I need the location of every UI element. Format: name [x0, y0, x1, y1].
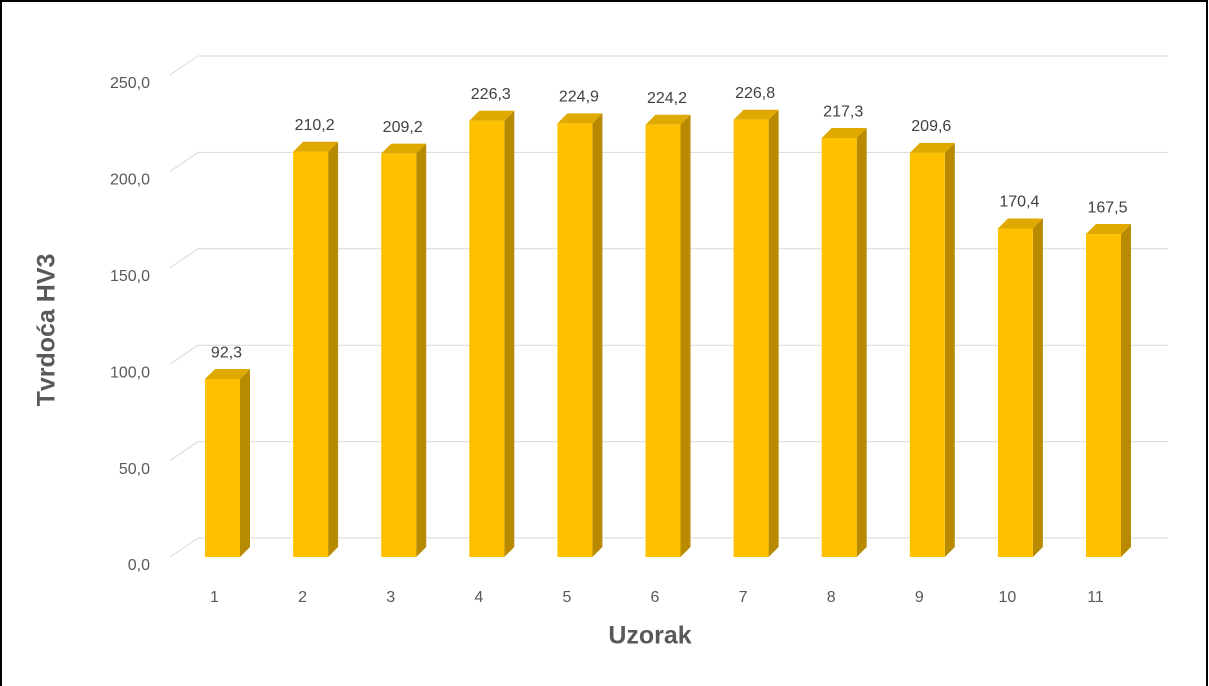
bar-top: [469, 110, 515, 121]
x-tick-label: 9: [915, 589, 924, 606]
y-tick-label: 150,0: [110, 268, 150, 285]
bar-top: [997, 218, 1043, 229]
x-tick-label: 1: [210, 589, 219, 606]
bar-side: [1032, 218, 1043, 557]
x-tick-label: 10: [999, 589, 1017, 606]
grid-line: [169, 344, 199, 365]
grid-line: [169, 55, 199, 76]
value-label: 224,9: [559, 89, 599, 106]
bar: [381, 153, 417, 557]
bar-top: [381, 143, 427, 154]
bar-top: [733, 109, 779, 120]
x-tick-label: 6: [651, 589, 660, 606]
value-label: 170,4: [999, 194, 1039, 211]
bar-top: [909, 142, 955, 153]
bar: [821, 138, 857, 557]
x-tick-label: 4: [474, 589, 483, 606]
bar-side: [856, 128, 867, 557]
y-tick-label: 100,0: [110, 364, 150, 381]
bar: [909, 152, 945, 557]
value-label: 226,8: [735, 85, 775, 102]
value-label: 217,3: [823, 103, 863, 120]
value-label: 224,2: [647, 90, 687, 107]
bar: [997, 228, 1033, 557]
grid-line: [169, 248, 199, 269]
value-label: 210,2: [295, 117, 335, 134]
x-tick-label: 2: [298, 589, 307, 606]
bar-side: [328, 141, 339, 557]
value-label: 92,3: [211, 344, 242, 361]
bar-side: [944, 142, 955, 557]
bar: [733, 119, 769, 557]
y-tick-label: 250,0: [110, 75, 150, 92]
bar-side: [592, 113, 603, 558]
bar: [557, 123, 593, 558]
bar-top: [645, 114, 691, 125]
bar-side: [416, 143, 427, 557]
value-label: 167,5: [1087, 199, 1127, 216]
y-tick-label: 0,0: [128, 557, 150, 574]
x-tick-label: 5: [562, 589, 571, 606]
y-tick-label: 50,0: [119, 461, 150, 478]
y-axis-label: Tvrdoća HV3: [33, 254, 61, 407]
bar: [293, 151, 329, 557]
bar-side: [768, 109, 779, 557]
bar: [645, 124, 681, 557]
bar-side: [680, 114, 691, 557]
x-tick-label: 3: [386, 589, 395, 606]
grid-line: [169, 537, 199, 558]
value-label: 209,6: [911, 118, 951, 135]
bar-side: [240, 369, 250, 557]
bar-top: [205, 369, 250, 380]
bar: [205, 379, 240, 557]
bar-top: [1086, 224, 1131, 235]
x-tick-label: 7: [739, 589, 748, 606]
bar-top: [557, 113, 603, 124]
x-tick-label: 11: [1087, 589, 1104, 606]
y-tick-label: 200,0: [110, 172, 150, 189]
x-axis-label: Uzorak: [608, 622, 691, 650]
x-tick-label: 8: [827, 589, 836, 606]
bar: [1086, 234, 1121, 557]
value-label: 209,2: [383, 119, 423, 136]
grid-line: [169, 441, 199, 462]
value-label: 226,3: [471, 86, 511, 103]
bar-top: [821, 128, 867, 139]
bar: [469, 120, 505, 557]
bar-side: [1121, 224, 1131, 557]
bar-side: [504, 110, 515, 557]
grid-line: [169, 151, 199, 172]
bar-top: [293, 141, 339, 152]
